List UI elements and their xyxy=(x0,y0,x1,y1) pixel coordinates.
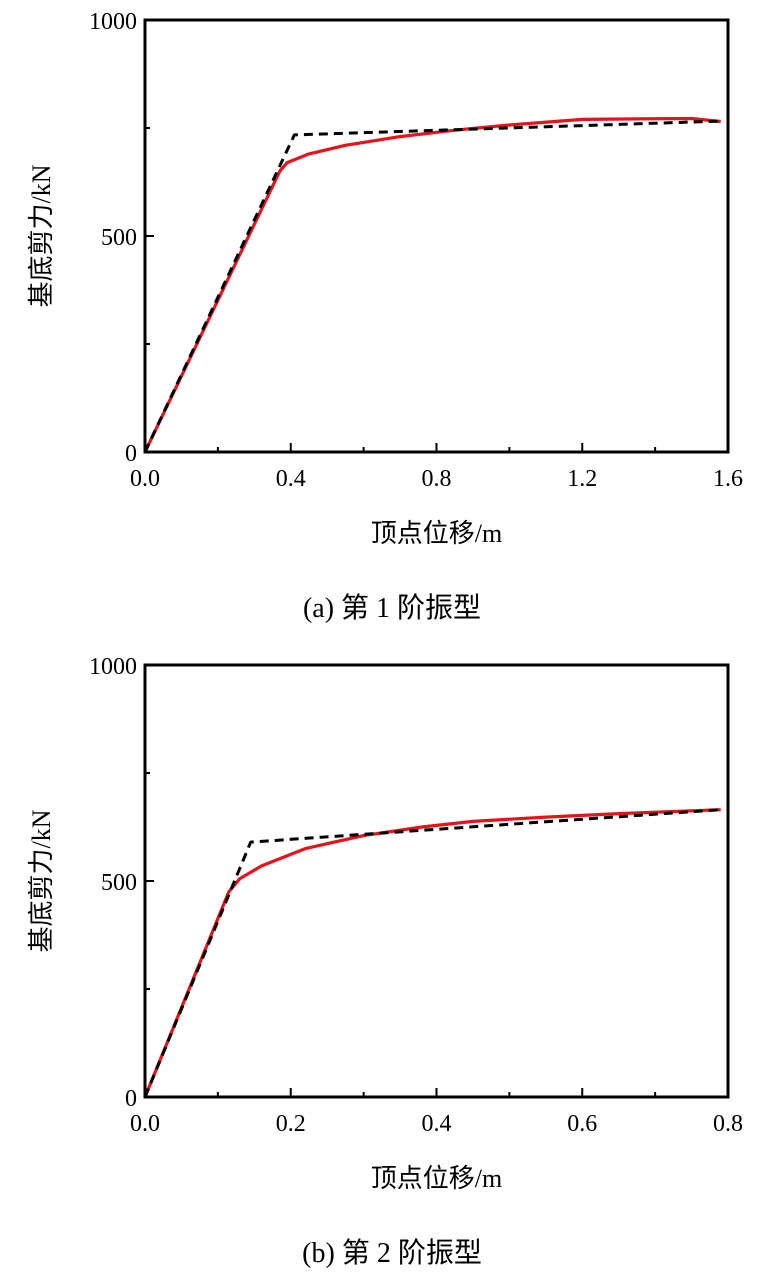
x-tick-label: 0.8 xyxy=(422,466,452,492)
y-tick-label: 0 xyxy=(125,1086,137,1112)
x-tick-label: 0.0 xyxy=(130,466,160,492)
plot-frame xyxy=(143,663,730,1099)
series-bilinear-line xyxy=(143,119,721,453)
y-tick-label: 500 xyxy=(101,870,137,896)
y-tick-label: 0 xyxy=(125,441,137,467)
x-tick-label: 0.4 xyxy=(422,1111,452,1137)
x-tick-label: 0.6 xyxy=(567,1111,597,1137)
x-tick-label: 0.8 xyxy=(713,1111,743,1137)
series-capacity-line xyxy=(143,808,721,1098)
x-tick-label: 1.6 xyxy=(713,466,743,492)
x-tick-label: 0.4 xyxy=(276,466,306,492)
y-tick-label: 1000 xyxy=(89,654,137,680)
x-axis-label: 顶点位移/m xyxy=(371,1164,502,1193)
x-tick-label: 0.2 xyxy=(276,1111,306,1137)
chart-caption: (a) 第 1 阶振型 xyxy=(303,592,481,624)
x-tick-label: 0.0 xyxy=(130,1111,160,1137)
plot-frame xyxy=(143,18,730,454)
series-bilinear-line xyxy=(143,808,721,1098)
y-axis-label: 基底剪力/kN xyxy=(27,809,56,952)
y-tick-label: 500 xyxy=(101,225,137,251)
x-tick-label: 1.2 xyxy=(567,466,597,492)
chart-1: 0.0 0.4 0.8 1.2 1.6 0 500 1000 顶点位移/m 基底剪力/kN (a) … xyxy=(27,9,743,624)
y-axis-label: 基底剪力/kN xyxy=(27,164,56,307)
y-tick-label: 1000 xyxy=(89,9,137,35)
x-axis-label: 顶点位移/m xyxy=(371,519,502,548)
chart-2: 0.0 0.2 0.4 0.6 0.8 0 500 1000 顶点位移/m 基底剪力/kN (b) … xyxy=(27,654,743,1269)
series-capacity-line xyxy=(143,116,721,453)
chart-caption: (b) 第 2 阶振型 xyxy=(302,1237,482,1269)
